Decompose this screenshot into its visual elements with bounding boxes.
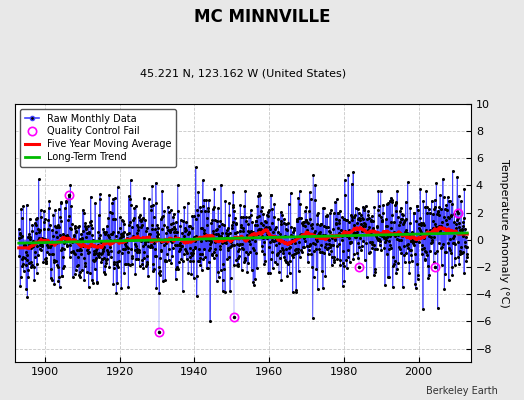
Legend: Raw Monthly Data, Quality Control Fail, Five Year Moving Average, Long-Term Tren: Raw Monthly Data, Quality Control Fail, … — [20, 109, 177, 167]
Title: 45.221 N, 123.162 W (United States): 45.221 N, 123.162 W (United States) — [140, 68, 346, 78]
Text: MC MINNVILLE: MC MINNVILLE — [194, 8, 330, 26]
Y-axis label: Temperature Anomaly (°C): Temperature Anomaly (°C) — [499, 158, 509, 307]
Text: Berkeley Earth: Berkeley Earth — [426, 386, 498, 396]
